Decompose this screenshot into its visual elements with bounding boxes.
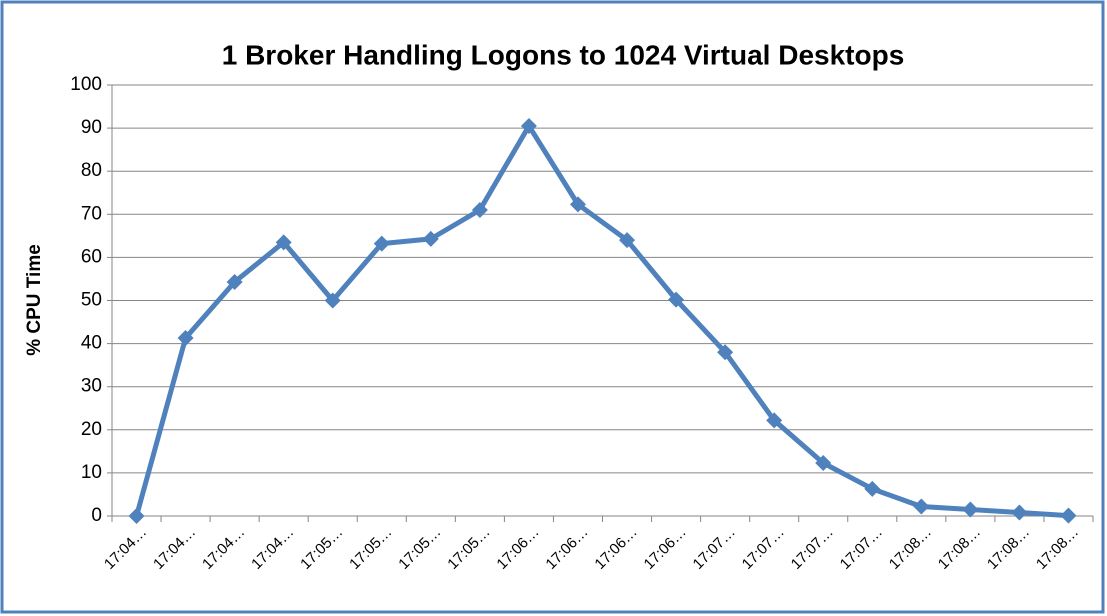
y-tick-label: 100: [70, 74, 102, 95]
marker: [913, 498, 930, 515]
marker: [766, 412, 783, 429]
marker: [520, 117, 537, 134]
marker: [177, 329, 194, 346]
marker: [275, 234, 292, 251]
y-tick-label: 80: [81, 160, 102, 181]
y-axis-label: % CPU Time: [24, 244, 45, 356]
marker: [226, 273, 243, 290]
marker: [128, 508, 145, 524]
y-tick-label: 50: [81, 290, 102, 311]
marker: [1011, 504, 1028, 521]
y-tick-label: 40: [81, 333, 102, 354]
marker: [864, 480, 881, 497]
y-tick-label: 70: [81, 203, 102, 224]
marker: [373, 235, 390, 252]
marker: [569, 196, 586, 213]
data-line: [134, 123, 1069, 519]
chart-title: 1 Broker Handling Logons to 1024 Virtual…: [222, 39, 905, 70]
y-tick-label: 60: [81, 246, 102, 267]
y-tick-label: 90: [81, 117, 102, 138]
y-tick-label: 20: [81, 419, 102, 440]
y-tick-label: 10: [81, 462, 102, 483]
y-tick-label: 0: [91, 505, 102, 526]
marker: [619, 232, 636, 249]
marker: [815, 454, 832, 471]
marker: [1060, 507, 1077, 524]
y-tick-label: 30: [81, 376, 102, 397]
marker: [324, 292, 341, 309]
marker: [668, 291, 685, 308]
marker: [962, 501, 979, 518]
marker: [422, 230, 439, 247]
marker: [717, 344, 734, 361]
marker: [471, 201, 488, 218]
